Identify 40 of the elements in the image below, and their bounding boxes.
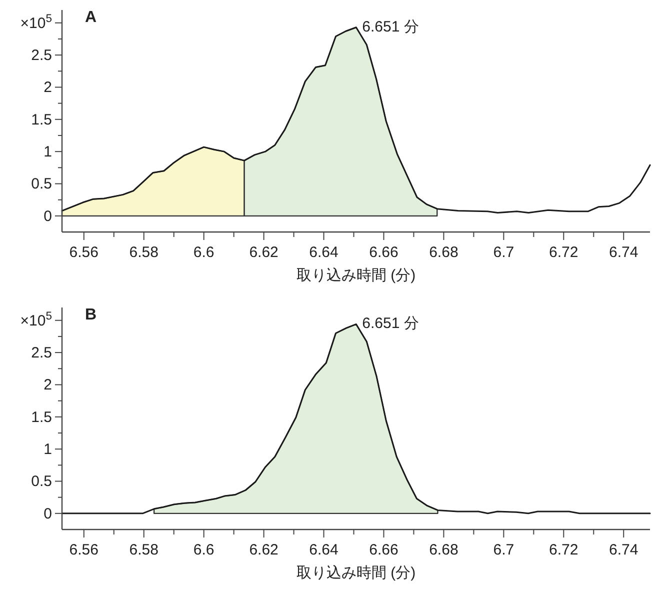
x-axis-title: 取り込み時間 (分) — [296, 267, 416, 284]
x-tick-label: 6.58 — [129, 244, 158, 261]
x-tick-label: 6.64 — [309, 542, 338, 558]
y-tick-label: ×10$^{5}$ — [20, 12, 52, 32]
x-tick-label: 6.6 — [193, 542, 214, 558]
y-tick-label: 1.5 — [31, 408, 52, 426]
x-tick-label: 6.7 — [493, 542, 514, 558]
x-tick-label: 6.72 — [549, 244, 578, 261]
y-tick-label: 1.5 — [31, 111, 52, 128]
x-tick-label: 6.64 — [309, 244, 338, 261]
x-tick-label: 6.62 — [249, 244, 278, 261]
chart-title: A — [85, 9, 97, 26]
x-tick-label: 6.58 — [129, 542, 158, 558]
chart-title: B — [85, 306, 97, 324]
x-tick-label: 6.72 — [549, 542, 578, 558]
annotation: 6.651 分 — [362, 18, 419, 36]
annotation: 6.651 分 — [362, 315, 419, 332]
y-tick-label: 1 — [44, 441, 52, 458]
y-tick-label: 0 — [44, 505, 52, 522]
y-tick-label: 1 — [44, 144, 52, 161]
x-tick-label: 6.68 — [429, 244, 458, 261]
y-tick-label: 0 — [44, 208, 52, 225]
y-tick-label: 2 — [44, 79, 52, 96]
x-tick-label: 6.56 — [69, 542, 98, 558]
x-tick-label: 6.74 — [609, 244, 638, 261]
x-tick-label: 6.62 — [249, 542, 278, 558]
x-tick-label: 6.56 — [69, 244, 98, 261]
y-tick-label: 2 — [44, 376, 52, 394]
x-axis-title: 取り込み時間 (分) — [296, 564, 416, 582]
x-tick-label: 6.74 — [609, 542, 638, 558]
x-tick-label: 6.6 — [193, 244, 214, 261]
y-tick-label: 0.5 — [31, 176, 52, 193]
x-tick-label: 6.66 — [369, 542, 398, 558]
x-tick-label: 6.66 — [369, 244, 398, 261]
y-tick-label: 0.5 — [31, 473, 52, 490]
y-tick-label: 2.5 — [31, 47, 52, 64]
y-tick-label: 2.5 — [31, 344, 52, 362]
x-tick-label: 6.68 — [429, 542, 458, 558]
x-tick-label: 6.7 — [493, 244, 514, 261]
y-tick-label: ×10$^{5}$ — [20, 310, 52, 330]
